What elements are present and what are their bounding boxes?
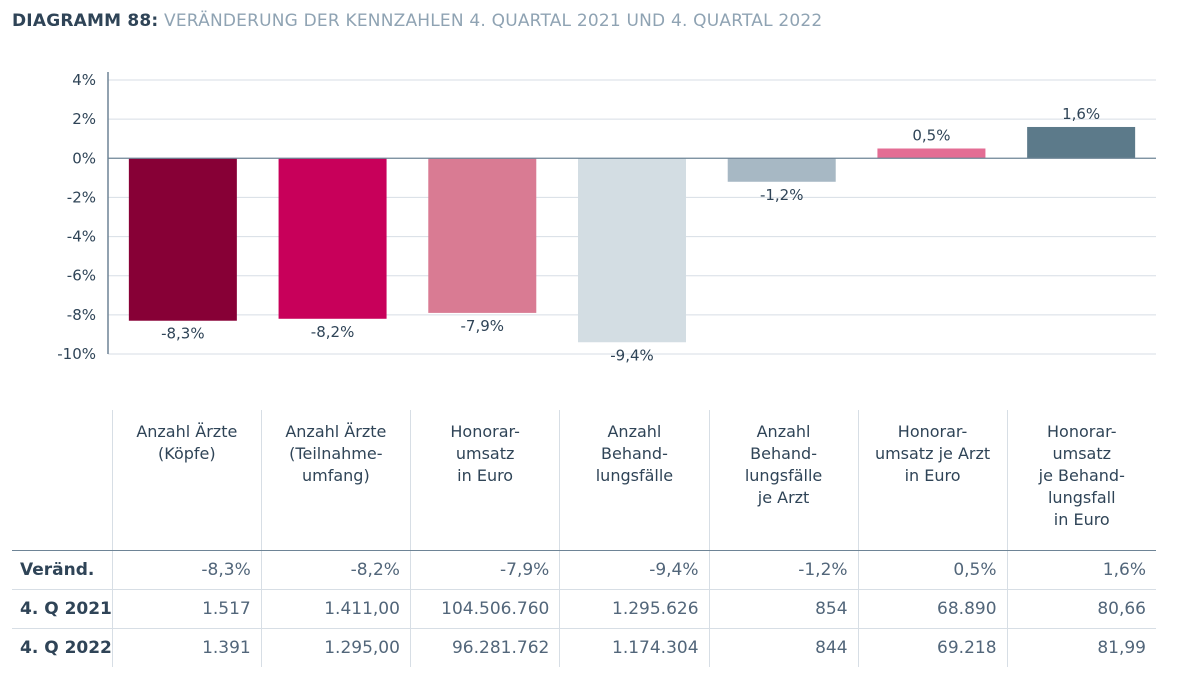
bar-value-label: 1,6% <box>1062 105 1100 123</box>
table-header-line: lungsfälle <box>744 466 823 485</box>
y-tick-label: 4% <box>72 71 96 89</box>
table-row: Veränd. -8,3% -8,2% -7,9% -9,4% -1,2% 0,5% 1,6% <box>12 550 1156 590</box>
y-tick-label: -4% <box>67 228 96 246</box>
y-tick-label: -10% <box>57 345 96 363</box>
y-tick-label: -8% <box>67 306 96 324</box>
chart-title-text: VERÄNDERUNG DER KENNZAHLEN 4. QUARTAL 20… <box>164 11 823 31</box>
table-header-line: in Euro <box>1053 510 1110 529</box>
bar <box>428 158 537 313</box>
table-cell: 1.295.626 <box>559 589 710 629</box>
table-cell: 1.391 <box>111 628 262 667</box>
table-cell: 1,6% <box>1006 550 1156 590</box>
row-label: 4. Q 2021 <box>12 589 113 629</box>
table-header-line: Honorar- <box>450 422 520 441</box>
table-header-line: Behand- <box>750 444 817 463</box>
bar <box>1027 126 1136 159</box>
table-header-empty <box>12 410 113 551</box>
y-tick-label: -2% <box>67 188 96 206</box>
bar-value-label: -8,3% <box>161 325 205 343</box>
table-cell: -8,2% <box>260 550 411 590</box>
table-header-line: je Arzt <box>757 488 810 507</box>
table-header-cell: Anzahl Behand-lungsfälle je Arzt <box>708 410 859 551</box>
bar-value-label: -8,2% <box>311 323 355 341</box>
table-header-line: Anzahl Ärzte <box>285 422 387 441</box>
table-header-cell: Anzahl Ärzte (Köpfe) <box>111 410 262 551</box>
table-cell: 1.174.304 <box>559 628 710 667</box>
row-label: Veränd. <box>12 550 113 590</box>
table-header-cell: Honorar-umsatz je Behand-lungsfall in Euro <box>1006 410 1156 551</box>
table-cell: 0,5% <box>857 550 1008 590</box>
table-header-line: je Behand- <box>1038 466 1125 485</box>
table-header-line: Honorar- <box>1047 422 1117 441</box>
table-header-line: Anzahl <box>607 422 662 441</box>
table-header-cell: Honorar-umsatz in Euro <box>409 410 560 551</box>
table-header-line: (Köpfe) <box>158 444 216 463</box>
table-header-line: in Euro <box>904 466 961 485</box>
table-cell: 104.506.760 <box>409 589 560 629</box>
table-header-row: Anzahl Ärzte (Köpfe) Anzahl Ärzte (Teilnahm… <box>12 410 1156 551</box>
table-header-line: Anzahl Ärzte <box>136 422 238 441</box>
table-header-line: Anzahl <box>756 422 811 441</box>
table-cell: 854 <box>708 589 859 629</box>
table-cell: 1.295,00 <box>260 628 411 667</box>
table-cell: 844 <box>708 628 859 667</box>
table-header-line: umsatz je Arzt <box>874 444 991 463</box>
chart-title: DIAGRAMM 88: VERÄNDERUNG DER KENNZAHLEN … <box>12 11 822 31</box>
table-cell: 81,99 <box>1006 628 1156 667</box>
table-cell: 80,66 <box>1006 589 1156 629</box>
table-row: 4. Q 2021 1.517 1.411,00 104.506.760 1.295.6… <box>12 589 1156 629</box>
y-tick-label: -6% <box>67 267 96 285</box>
table-header-cell: Anzahl Behand-lungsfälle <box>559 410 710 551</box>
table-cell: -8,3% <box>111 550 262 590</box>
bar-value-label: -9,4% <box>610 346 654 364</box>
table-header-line: Behand- <box>601 444 668 463</box>
bar-value-label: -1,2% <box>760 186 804 204</box>
table-header-cell: Honorar-umsatz je Arzt in Euro <box>857 410 1008 551</box>
table-header-line: in Euro <box>457 466 514 485</box>
table-header-line: umfang) <box>301 466 370 485</box>
table-header-line: umsatz <box>455 444 515 463</box>
bar-value-label: -7,9% <box>461 317 505 335</box>
table-cell: 96.281.762 <box>409 628 560 667</box>
y-tick-label: 2% <box>72 110 96 128</box>
data-table: Anzahl Ärzte (Köpfe) Anzahl Ärzte (Teilnahm… <box>12 410 1156 667</box>
bar <box>877 148 986 159</box>
table-cell: 69.218 <box>857 628 1008 667</box>
table-cell: 1.517 <box>111 589 262 629</box>
bar <box>278 158 387 319</box>
table-cell: 1.411,00 <box>260 589 411 629</box>
bar <box>727 158 836 182</box>
bar-chart: 4% 2% 0% -2% -4% -6% -8% -10% -8,3% -8,2% -7,9% -9,… <box>57 71 1156 364</box>
table-row: 4. Q 2022 1.391 1.295,00 96.281.762 1.174.30… <box>12 628 1156 667</box>
table-cell: 68.890 <box>857 589 1008 629</box>
table-header-cell: Anzahl Ärzte (Teilnahme-umfang) <box>260 410 411 551</box>
table-header-line: lungsfälle <box>595 466 674 485</box>
row-label: 4. Q 2022 <box>20 637 112 658</box>
table-cell: -1,2% <box>708 550 859 590</box>
table-cell: -7,9% <box>409 550 560 590</box>
bar <box>128 158 237 321</box>
table-header-line: Honorar- <box>897 422 968 441</box>
bar <box>578 158 686 343</box>
table-header-line: umsatz <box>1052 444 1112 463</box>
table-header-line: lungsfall <box>1047 488 1116 507</box>
y-tick-label: 0% <box>72 149 96 167</box>
chart-title-prefix: DIAGRAMM 88: <box>12 11 159 31</box>
table-header-line: (Teilnahme- <box>289 444 383 463</box>
table-cell: -9,4% <box>559 550 710 590</box>
bar-value-label: 0,5% <box>912 127 950 145</box>
